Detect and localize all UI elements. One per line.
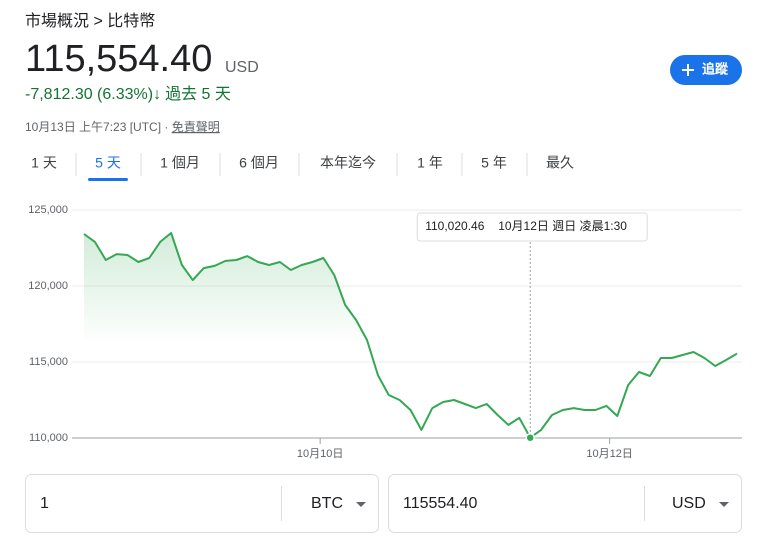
price-line bbox=[83, 232, 738, 439]
tab[interactable]: 本年迄今 bbox=[320, 155, 376, 171]
tab[interactable]: 5 年 bbox=[481, 155, 507, 171]
change: -7,812.30 (6.33%)↓ 過去 5 天 bbox=[25, 85, 231, 103]
change-arrow: ↓ bbox=[153, 86, 161, 103]
tab[interactable]: 1 天 bbox=[31, 155, 57, 171]
currency: USD bbox=[225, 59, 259, 76]
tooltip-time: 10月12日 週日 凌晨1:30 bbox=[498, 219, 627, 233]
disclaimer[interactable]: 免責聲明 bbox=[172, 119, 220, 134]
unit[interactable]: USD bbox=[672, 495, 706, 512]
follow-bg[interactable] bbox=[670, 55, 742, 85]
input-box[interactable] bbox=[25, 474, 379, 533]
y-tick-label: 125,000 bbox=[28, 204, 68, 216]
input-box[interactable] bbox=[388, 474, 742, 533]
dropdown-arrow[interactable] bbox=[719, 502, 729, 507]
follow-button[interactable]: 追蹤 bbox=[670, 55, 742, 85]
y-tick-label: 115,000 bbox=[29, 356, 68, 368]
y-tick-label: 110,000 bbox=[29, 432, 68, 444]
amount[interactable]: 115554.40 bbox=[403, 495, 478, 512]
tooltip-bg bbox=[416, 212, 648, 242]
hover-dot bbox=[525, 432, 535, 443]
unit[interactable]: BTC bbox=[311, 495, 343, 512]
period: 過去 5 天 bbox=[165, 85, 231, 103]
tab[interactable]: 5 天 bbox=[95, 155, 121, 171]
tab[interactable]: 最久 bbox=[546, 155, 574, 171]
tab[interactable]: 6 個月 bbox=[239, 155, 279, 171]
price: 115,554.40 bbox=[25, 38, 212, 80]
tooltip-price: 110,020.46 bbox=[425, 219, 484, 233]
range-tabs: 1 天 5 天 1 個月 6 個月 本年迄今 1 年 5 年 最久 bbox=[31, 153, 574, 181]
timestamp: 10月13日 上午7:23 [UTC] · 免責聲明 bbox=[25, 119, 220, 134]
change-value: -7,812.30 (6.33%) bbox=[25, 86, 153, 103]
time: 10月13日 上午7:23 [UTC] · bbox=[25, 120, 172, 134]
breadcrumb[interactable]: 市場概況 > 比特幣 bbox=[25, 12, 155, 30]
x-tick-label: 10月12日 bbox=[586, 448, 632, 460]
price-chart: 110,000 115,000 120,000 125,000 10月10日 10月12日… bbox=[28, 204, 742, 460]
x-tick-label: 10月10日 bbox=[297, 448, 343, 460]
tab[interactable]: 1 個月 bbox=[160, 155, 200, 171]
follow-label[interactable]: 追蹤 bbox=[702, 61, 729, 76]
tab[interactable]: 1 年 bbox=[417, 155, 443, 171]
area bbox=[84, 233, 737, 438]
plus-icon bbox=[682, 64, 694, 76]
tab-underline bbox=[88, 178, 128, 181]
amount[interactable]: 1 bbox=[40, 495, 49, 512]
dropdown-arrow[interactable] bbox=[356, 502, 366, 507]
y-tick-label: 120,000 bbox=[28, 280, 68, 292]
converter: 1 BTC 115554.40 USD bbox=[25, 474, 742, 533]
